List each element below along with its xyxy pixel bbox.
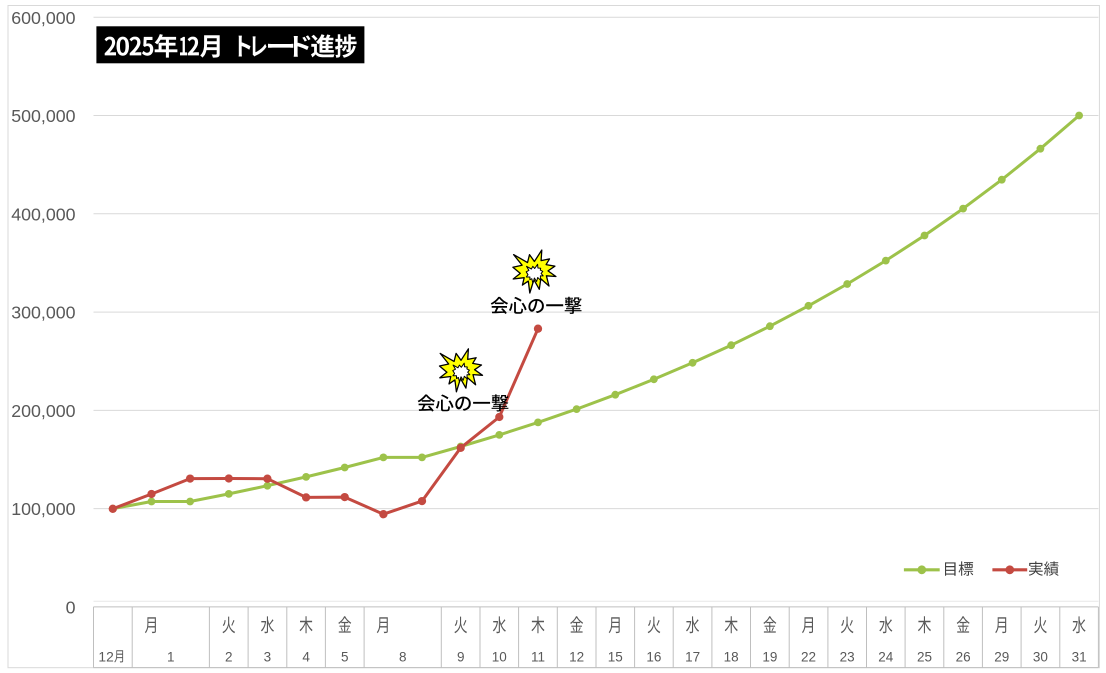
svg-text:1: 1 — [167, 649, 175, 664]
svg-text:2: 2 — [225, 649, 233, 664]
svg-text:600,000: 600,000 — [11, 8, 75, 28]
svg-text:4: 4 — [302, 649, 310, 664]
svg-text:31: 31 — [1072, 649, 1087, 664]
svg-text:17: 17 — [685, 649, 700, 664]
svg-text:23: 23 — [840, 649, 855, 664]
svg-text:400,000: 400,000 — [11, 204, 75, 224]
svg-text:0: 0 — [66, 597, 76, 617]
svg-text:200,000: 200,000 — [11, 401, 75, 421]
svg-text:19: 19 — [762, 649, 777, 664]
svg-text:18: 18 — [724, 649, 739, 664]
svg-text:12: 12 — [98, 649, 113, 664]
svg-text:16: 16 — [646, 649, 661, 664]
svg-text:10: 10 — [492, 649, 507, 664]
svg-text:500,000: 500,000 — [11, 106, 75, 126]
svg-text:15: 15 — [608, 649, 623, 664]
svg-text:300,000: 300,000 — [11, 303, 75, 323]
svg-text:9: 9 — [457, 649, 465, 664]
svg-text:29: 29 — [994, 649, 1009, 664]
svg-text:30: 30 — [1033, 649, 1048, 664]
svg-text:25: 25 — [917, 649, 932, 664]
svg-text:5: 5 — [341, 649, 349, 664]
svg-text:22: 22 — [801, 649, 816, 664]
svg-text:24: 24 — [878, 649, 894, 664]
svg-text:12: 12 — [569, 649, 584, 664]
svg-text:3: 3 — [264, 649, 272, 664]
svg-text:8: 8 — [399, 649, 407, 664]
svg-text:100,000: 100,000 — [11, 499, 75, 519]
svg-text:26: 26 — [956, 649, 971, 664]
svg-text:11: 11 — [531, 649, 545, 664]
